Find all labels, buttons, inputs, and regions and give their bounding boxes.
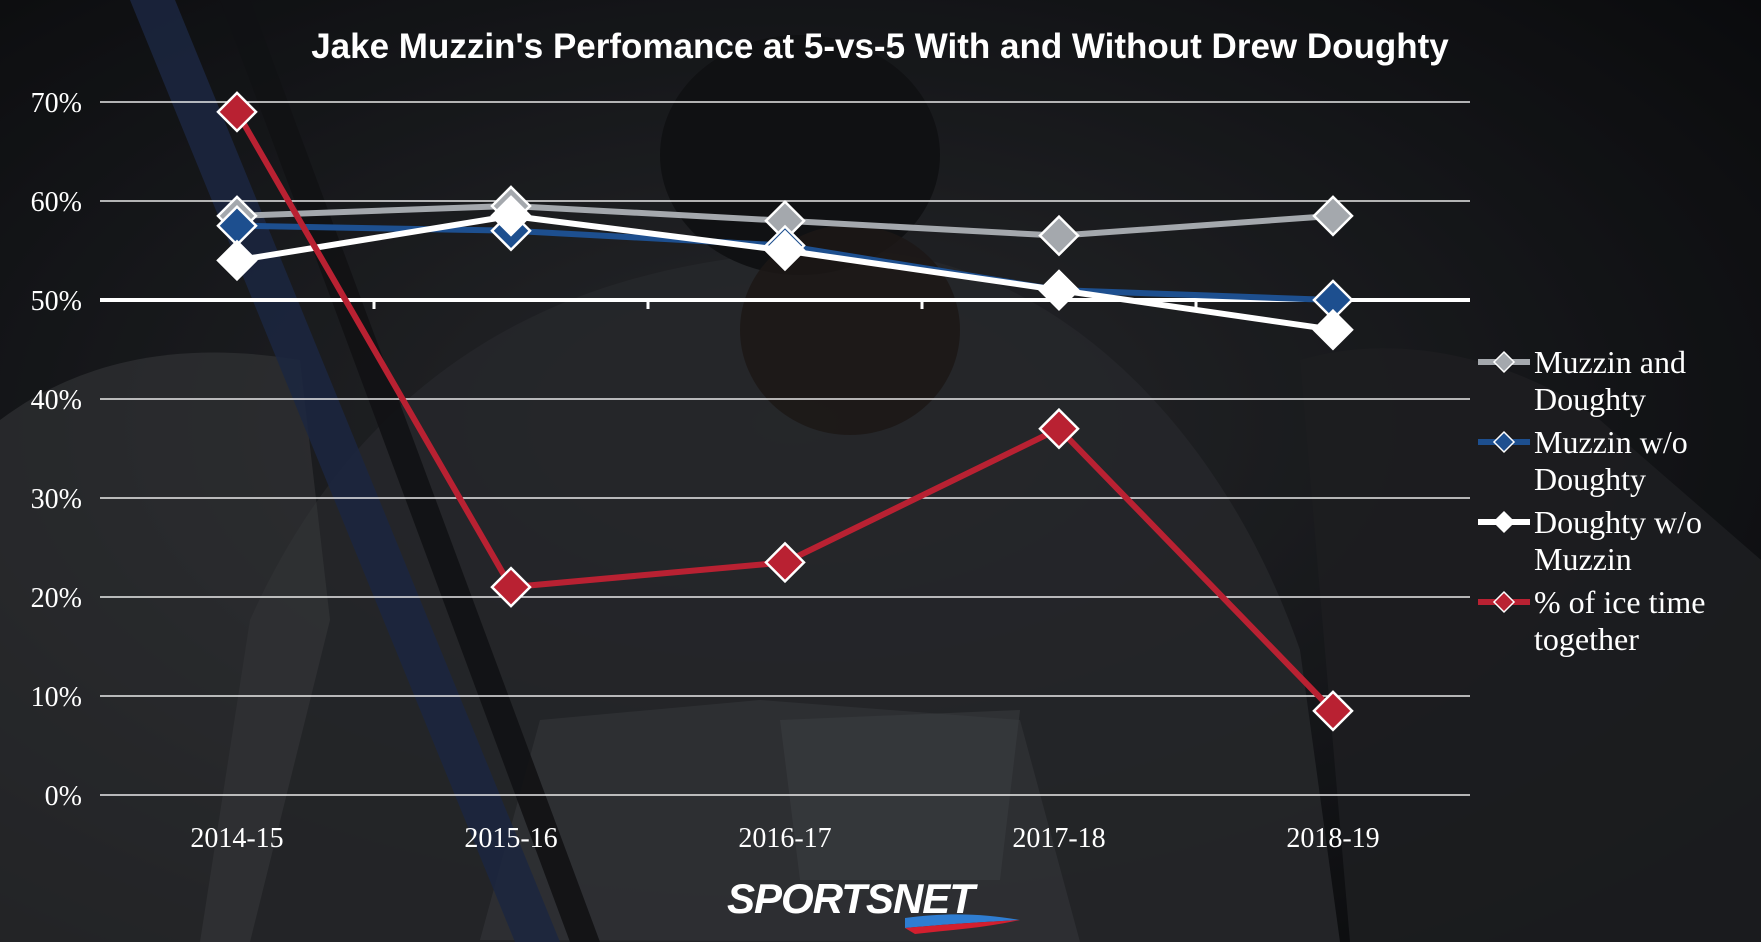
legend-label: together xyxy=(1534,621,1639,657)
data-point-marker xyxy=(1038,407,1080,450)
legend-label: % of ice time xyxy=(1534,584,1705,620)
data-point-marker xyxy=(1038,269,1080,311)
x-tick-label: 2014-15 xyxy=(190,823,283,854)
legend-swatch-marker xyxy=(1492,590,1516,614)
legend-swatch-marker xyxy=(1492,430,1516,454)
y-tick-label: 20% xyxy=(31,583,82,614)
series-layer xyxy=(216,91,1354,732)
legend-label: Muzzin xyxy=(1534,541,1632,577)
chart-title: Jake Muzzin's Perfomance at 5-vs-5 With … xyxy=(311,27,1449,66)
x-axis-tick-labels: 2014-15 2015-16 2016-17 2017-18 2018-19 xyxy=(190,823,1379,854)
legend-label: Muzzin w/o xyxy=(1534,424,1688,460)
y-tick-label: 40% xyxy=(31,385,82,416)
data-point-marker xyxy=(490,566,532,608)
x-tick-label: 2017-18 xyxy=(1012,823,1105,854)
x-tick-label: 2015-16 xyxy=(464,823,557,854)
legend-swatch-marker xyxy=(1492,350,1516,374)
legend-label: Doughty w/o xyxy=(1534,504,1702,540)
series-3 xyxy=(216,91,1354,732)
data-point-marker xyxy=(1038,214,1080,257)
y-tick-label: 70% xyxy=(31,88,82,119)
sportsnet-logo-text: SPORTSNET xyxy=(727,875,978,922)
data-point-marker xyxy=(764,541,806,584)
legend-label: Doughty xyxy=(1534,461,1646,497)
legend-swatch-marker xyxy=(1492,510,1516,534)
x-tick-label: 2018-19 xyxy=(1286,823,1379,854)
data-point-marker xyxy=(216,91,258,133)
y-axis-tick-labels: 0% 10% 20% 30% 40% 50% 60% 70% xyxy=(31,88,82,812)
data-point-marker xyxy=(1312,195,1354,237)
y-tick-label: 60% xyxy=(31,187,82,218)
series-2 xyxy=(216,195,1354,351)
legend-label: Doughty xyxy=(1534,381,1646,417)
logo-swoosh-blue xyxy=(905,914,1020,928)
logo-swoosh-red xyxy=(905,920,1020,934)
sportsnet-logo: SPORTSNET xyxy=(727,875,1020,934)
legend-label: Muzzin and xyxy=(1534,344,1686,380)
data-point-marker xyxy=(1312,690,1354,732)
data-point-marker xyxy=(490,195,532,237)
data-point-marker xyxy=(216,239,258,282)
y-tick-label: 10% xyxy=(31,682,82,713)
data-point-marker xyxy=(1312,308,1354,351)
y-tick-label: 0% xyxy=(45,781,82,812)
y-tick-label: 50% xyxy=(31,286,82,317)
data-point-marker xyxy=(764,229,806,272)
x-tick-label: 2016-17 xyxy=(738,823,831,854)
y-tick-label: 30% xyxy=(31,484,82,515)
